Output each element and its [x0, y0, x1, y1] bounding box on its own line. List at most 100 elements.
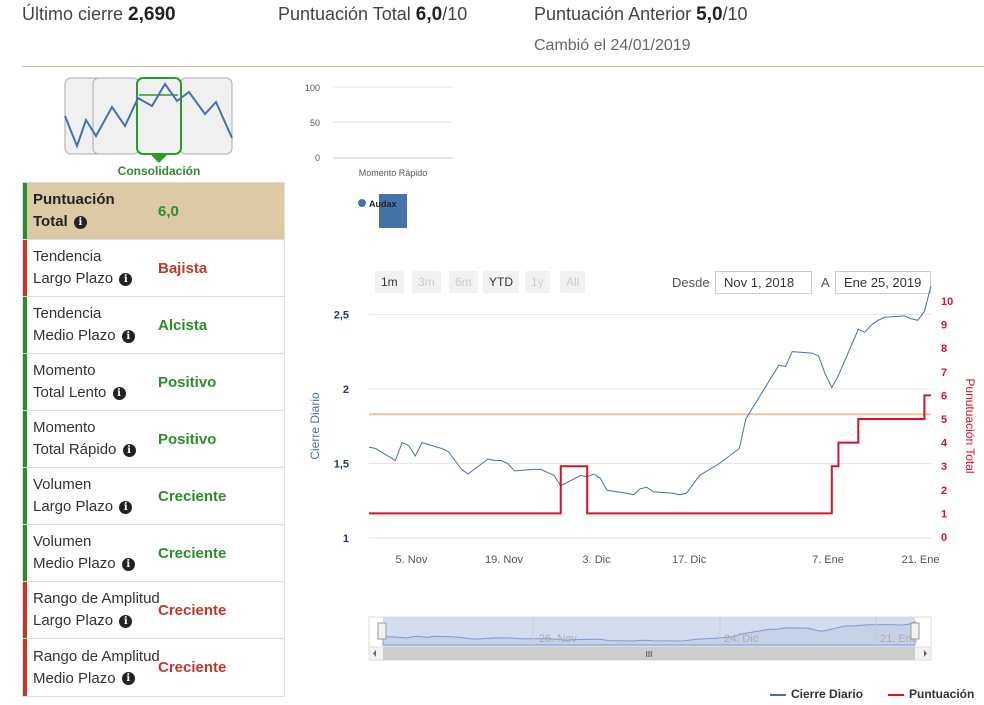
y-left-axis-label: Cierre Diario: [308, 392, 322, 460]
momentum-mini-chart: 100 50 0 Momento Rápido Audax: [305, 83, 453, 228]
navigator-right-handle[interactable]: [910, 622, 920, 640]
score-label-1: Rango de Amplitud: [33, 590, 160, 607]
info-icon[interactable]: i: [73, 215, 87, 229]
chart-grid: [369, 313, 931, 539]
legend-line-icon: [770, 693, 786, 696]
status-bar: [23, 582, 27, 638]
score-row-trend-mid: Tendencia Medio Plazo i Alcista: [23, 297, 284, 354]
navigator-series: [382, 621, 916, 646]
scrollbar-thumb[interactable]: [383, 647, 915, 660]
status-bar: [23, 468, 27, 524]
total-score-suffix: /10: [442, 4, 468, 24]
mini-category: Momento Rápido: [359, 168, 428, 178]
score-row-volume-mid: Volumen Medio Plazo i Creciente: [23, 525, 284, 582]
previous-score-suffix: /10: [722, 4, 748, 24]
last-close-value: 2,690: [128, 4, 176, 25]
score-label-1: Rango de Amplitud: [33, 647, 160, 665]
x-tick-label: 19. Nov: [485, 554, 523, 566]
score-value: 6,0: [158, 202, 179, 220]
score-label-2: Medio Plazo: [33, 669, 116, 687]
info-icon[interactable]: i: [119, 272, 133, 286]
x-tick-label: 3. Dic: [583, 554, 612, 566]
score-value: Creciente: [158, 544, 227, 562]
score-label-2: Total Rápido: [33, 441, 117, 458]
score-label-2: Total Lento: [33, 384, 107, 401]
range-ytd-button[interactable]: YTD: [483, 271, 519, 293]
legend-close[interactable]: Cierre Diario: [770, 687, 863, 701]
scroll-right-icon[interactable]: [924, 650, 927, 657]
y-left-tick-label: 2: [343, 384, 349, 396]
score-label-1: Momento: [33, 362, 96, 379]
y-left-tick-label: 2,5: [334, 309, 349, 321]
y-right-tick-label: 6: [941, 390, 947, 402]
close-series-line: [368, 285, 932, 496]
score-value: Alcista: [158, 316, 208, 334]
range-1m-button[interactable]: 1m: [375, 271, 404, 293]
score-row-volume-long: Volumen Largo Plazo i Creciente: [23, 468, 284, 525]
status-bar: [23, 354, 27, 410]
pattern-label: Consolidación: [118, 164, 201, 178]
range-3m-button[interactable]: 3m: [412, 271, 441, 293]
status-bar: [23, 240, 27, 296]
legend-line-icon: [888, 693, 904, 696]
y-right-tick-label: 5: [941, 414, 947, 426]
score-row-momentum-fast: Momento Total Rápido i Positivo: [23, 411, 284, 468]
score-label-2: Largo Plazo: [33, 498, 114, 515]
range-1y-button[interactable]: 1y: [525, 271, 550, 293]
score-row-trend-long: Tendencia Largo Plazo i Bajista: [23, 240, 284, 297]
x-tick-label: 17. Dic: [672, 554, 707, 566]
info-icon[interactable]: i: [121, 672, 135, 686]
score-row-total: Puntuación Total i 6,0: [23, 183, 284, 240]
y-right-tick-label: 10: [941, 296, 953, 308]
consolidation-pattern-icon: Consolidación: [64, 77, 233, 178]
navigator-label: 21. Ene: [880, 633, 918, 645]
legend-close-label: Cierre Diario: [791, 687, 864, 701]
changed-date: Cambió el 24/01/2019: [534, 34, 691, 55]
score-value: Creciente: [158, 487, 227, 505]
to-date-input[interactable]: Ene 25, 2019: [835, 271, 931, 294]
mini-bar: [379, 194, 407, 228]
mini-ytick: 0: [315, 153, 320, 163]
to-label: A: [821, 275, 830, 290]
changed-date-text: Cambió el 24/01/2019: [534, 37, 691, 54]
mini-ytick: 100: [305, 83, 320, 93]
y-right-tick-label: 4: [941, 438, 948, 450]
range-all-button[interactable]: All: [560, 271, 586, 293]
mini-legend-label[interactable]: Audax: [369, 199, 397, 209]
range-6m-button[interactable]: 6m: [449, 271, 478, 293]
score-row-range-long: Rango de Amplitud Largo Plazo i Creciente: [23, 582, 284, 639]
info-icon[interactable]: i: [122, 443, 136, 457]
info-icon[interactable]: i: [119, 500, 133, 514]
info-icon[interactable]: i: [121, 329, 135, 343]
info-icon[interactable]: i: [112, 386, 126, 400]
score-label-2: Total: [33, 213, 68, 230]
navigator-label: 26. Nov: [539, 633, 577, 645]
from-date-input[interactable]: Nov 1, 2018: [715, 271, 812, 294]
x-tick-label: 21. Ene: [902, 554, 940, 566]
y-right-tick-label: 2: [941, 485, 947, 497]
total-score: Puntuación Total 6,0/10: [278, 4, 467, 26]
y-right-tick-label: 1: [941, 508, 947, 520]
legend-score[interactable]: Puntuación: [888, 687, 974, 701]
previous-score-label: Puntuación Anterior: [534, 4, 692, 24]
previous-score-value: 5,0: [696, 4, 723, 25]
info-icon[interactable]: i: [119, 614, 133, 628]
score-value: Creciente: [158, 659, 227, 676]
info-icon[interactable]: i: [121, 557, 135, 571]
scrollbar-grip-icon[interactable]: III: [646, 650, 653, 659]
status-bar: [23, 639, 27, 696]
score-row-range-mid: Rango de Amplitud Medio Plazo i Creciente: [23, 639, 284, 696]
scroll-left-icon[interactable]: [373, 650, 376, 657]
y-right-axis-label: Punutuación Total: [963, 378, 977, 473]
y-left-tick-label: 1: [343, 533, 349, 545]
y-right-tick-label: 7: [941, 367, 947, 379]
x-tick-label: 7. Ene: [812, 554, 844, 566]
score-label-2: Medio Plazo: [33, 555, 116, 572]
score-label-2: Largo Plazo: [33, 612, 114, 629]
score-label-1: Tendencia: [33, 305, 102, 322]
score-value: Bajista: [158, 259, 208, 277]
status-bar: [23, 183, 27, 239]
score-label-1: Momento: [33, 419, 96, 436]
navigator-left-handle[interactable]: [377, 622, 387, 640]
